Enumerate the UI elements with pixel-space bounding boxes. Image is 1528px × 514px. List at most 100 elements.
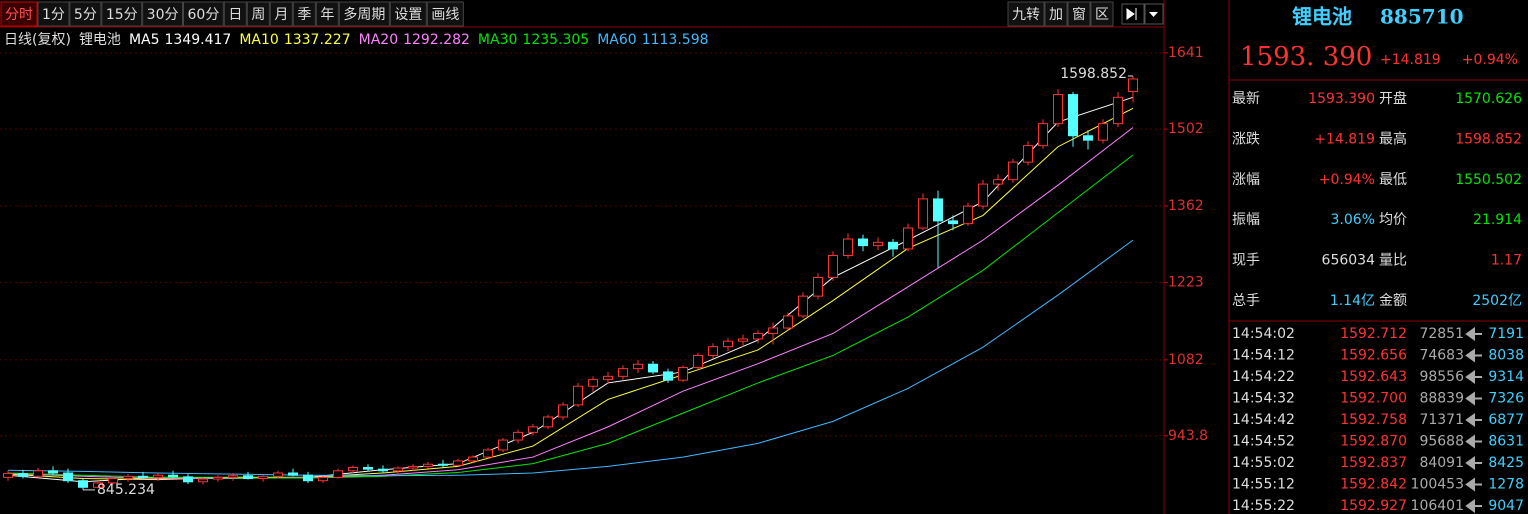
- toolbar-button[interactable]: 60分: [188, 7, 220, 23]
- toolbar-button-bg[interactable]: [69, 1, 102, 27]
- toolbar-button[interactable]: 5分: [74, 7, 97, 23]
- toolbar-button-bg[interactable]: [246, 1, 270, 27]
- field-label: 最高: [1379, 130, 1407, 147]
- toolbar-button-bg[interactable]: [101, 1, 143, 27]
- toolbar-button-bg[interactable]: [183, 1, 224, 27]
- toolbar-button[interactable]: 加: [1049, 7, 1063, 23]
- candle-body: [78, 480, 88, 488]
- tick-price: 1592.656: [1340, 348, 1407, 364]
- candle-body: [588, 379, 598, 387]
- field-value: 21.914: [1473, 212, 1522, 228]
- candle-body: [183, 476, 193, 483]
- toolbar-button[interactable]: 1分: [42, 7, 65, 23]
- toolbar-button-bg[interactable]: [142, 1, 183, 27]
- toolbar-button[interactable]: 分时: [5, 7, 33, 23]
- tick-price: 1592.700: [1340, 391, 1407, 407]
- last-price: 1593. 390: [1240, 42, 1372, 72]
- legend-text: 1349.417: [165, 32, 232, 48]
- tick-volume: 95688: [1419, 434, 1464, 450]
- toolbar-button-bg[interactable]: [338, 1, 390, 27]
- toolbar-button-bg[interactable]: [292, 1, 316, 27]
- field-label: 量比: [1379, 253, 1407, 269]
- toolbar-button[interactable]: 15分: [106, 7, 138, 23]
- toolbar-button-bg[interactable]: [0, 1, 38, 27]
- field-value: 3.06%: [1331, 212, 1375, 228]
- tick-time: 14:54:42: [1232, 412, 1295, 428]
- toolbar-button-bg[interactable]: [1007, 1, 1045, 27]
- candle-body: [438, 463, 448, 466]
- toolbar-button[interactable]: 日: [228, 7, 242, 23]
- field-label: 金额: [1379, 293, 1407, 309]
- candle-body: [483, 449, 493, 458]
- toolbar-button[interactable]: 多周期: [343, 6, 385, 23]
- field-value: 1.17: [1491, 253, 1522, 269]
- candle-body: [363, 467, 373, 470]
- candle-body: [663, 371, 673, 381]
- tick-volume: 84091: [1419, 455, 1464, 471]
- toolbar-button-bg[interactable]: [1044, 1, 1068, 27]
- toolbar-button-bg[interactable]: [315, 1, 339, 27]
- toolbar-button[interactable]: 周: [251, 7, 265, 23]
- candle-body: [978, 183, 988, 207]
- toolbar-button[interactable]: 季: [297, 7, 311, 23]
- candle-body: [573, 385, 583, 406]
- toolbar-button-bg[interactable]: [223, 1, 247, 27]
- candle-body: [708, 346, 718, 356]
- legend-text: 1337.227: [284, 32, 351, 48]
- min-label: 845.234: [97, 482, 155, 498]
- tick-arrow: [1465, 348, 1482, 363]
- toolbar-button[interactable]: 30分: [147, 7, 179, 23]
- tick-price: 1592.842: [1340, 477, 1407, 493]
- y-tick-label: 1082: [1168, 352, 1204, 368]
- icon-box[interactable]: [1144, 3, 1164, 25]
- field-label: 开盘: [1379, 90, 1407, 107]
- y-tick-label: 1641: [1168, 45, 1204, 61]
- tick-count: 8038: [1488, 348, 1524, 364]
- tick-volume: 106401: [1411, 498, 1464, 514]
- stock-name: 锂电池: [1292, 5, 1352, 29]
- toolbar-button-bg[interactable]: [426, 1, 464, 27]
- candle-body: [903, 227, 913, 250]
- tick-count: 8425: [1488, 455, 1524, 471]
- tick-price: 1592.643: [1340, 369, 1407, 385]
- field-label: 现手: [1232, 253, 1260, 269]
- candle-body: [243, 475, 253, 479]
- candle-body: [888, 241, 898, 250]
- candle-body: [108, 477, 118, 484]
- toolbar-button[interactable]: 年: [320, 7, 334, 23]
- toolbar-button[interactable]: 区: [1095, 7, 1109, 23]
- toolbar-button[interactable]: 九转: [1012, 7, 1040, 23]
- icon-end[interactable]: [1126, 8, 1137, 20]
- toolbar-icons[interactable]: [1121, 3, 1164, 25]
- tick-arrow: [1465, 434, 1482, 449]
- toolbar-button-bg[interactable]: [1090, 1, 1114, 27]
- field-label: 最低: [1379, 172, 1407, 188]
- tick-count: 9047: [1488, 498, 1524, 514]
- toolbar-button[interactable]: 窗: [1072, 6, 1086, 23]
- tick-time: 14:55:02: [1232, 455, 1295, 471]
- toolbar-button[interactable]: 月: [274, 7, 288, 23]
- candle-body: [768, 327, 778, 334]
- field-value: 1593.390: [1308, 91, 1375, 107]
- legend-text: MA20: [359, 32, 398, 48]
- field-value: 2502亿: [1472, 293, 1522, 309]
- field-label: 总手: [1232, 293, 1260, 309]
- change: +14.819: [1380, 52, 1441, 68]
- toolbar-button-bg[interactable]: [389, 1, 427, 27]
- icon-menu[interactable]: [1149, 12, 1158, 17]
- toolbar-button-bg[interactable]: [269, 1, 293, 27]
- candle-body: [228, 475, 238, 478]
- y-tick-label: 1223: [1168, 274, 1204, 290]
- candle-body: [618, 368, 628, 377]
- toolbar-button-bg[interactable]: [37, 1, 70, 27]
- icon-box[interactable]: [1121, 3, 1145, 25]
- candle-body: [738, 338, 748, 342]
- toolbar-button[interactable]: 画线: [431, 7, 459, 23]
- toolbar-button-bg[interactable]: [1067, 1, 1091, 27]
- candle-body: [1038, 123, 1048, 147]
- toolbar-button[interactable]: 设置: [394, 7, 422, 23]
- tick-arrow: [1465, 327, 1482, 341]
- tick-time: 14:54:02: [1232, 326, 1295, 342]
- legend-text: MA5: [129, 32, 160, 48]
